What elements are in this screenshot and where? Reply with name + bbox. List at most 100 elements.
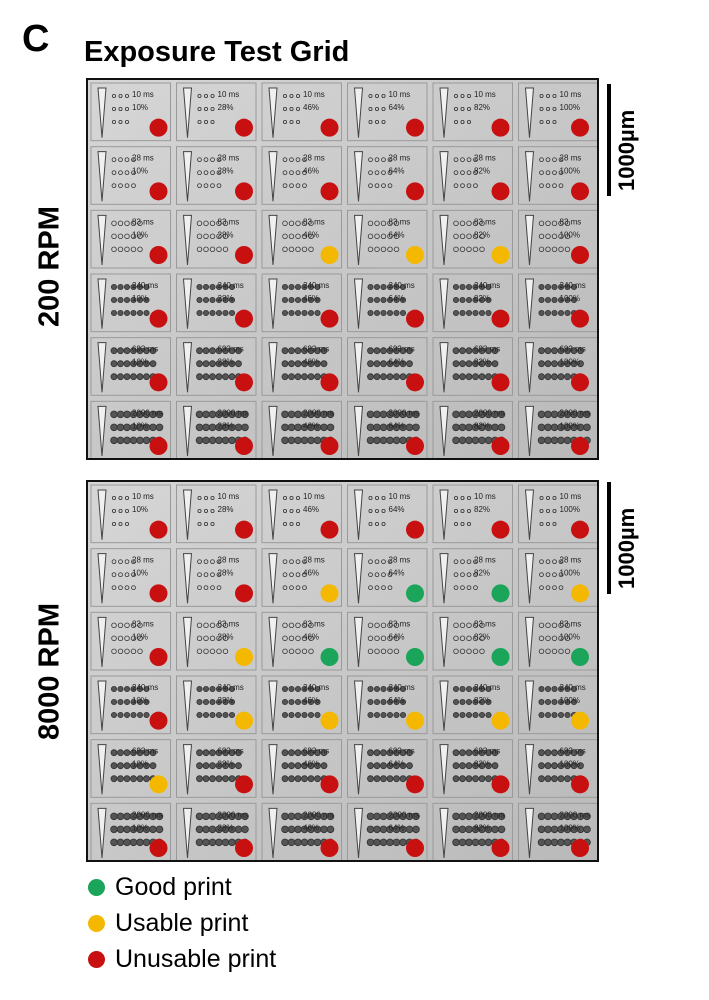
cell-intensity-label: 82% xyxy=(474,421,490,430)
rating-dot-unusable xyxy=(406,118,424,137)
cell-exposure-label: 2000 ms xyxy=(560,810,591,819)
rating-dot-unusable xyxy=(571,437,589,455)
grid-cell: 240 ms 28% xyxy=(176,675,257,735)
micrograph-200rpm-svg: 10 ms 10% 10 ms 28% 10 ms 46% 10 ms 64% 10 ms 82%… xyxy=(88,80,597,458)
cell-exposure-label: 83 ms xyxy=(303,619,325,628)
rating-dot-unusable xyxy=(149,246,168,264)
rating-dot-unusable xyxy=(406,182,424,201)
legend-label-unusable: Unusable print xyxy=(115,944,277,973)
cell-intensity-label: 64% xyxy=(389,421,405,430)
cell-intensity-label: 10% xyxy=(132,421,148,430)
cell-exposure-label: 28 ms xyxy=(560,556,582,565)
rating-dot-unusable xyxy=(406,437,424,455)
rating-dot-unusable xyxy=(149,711,168,730)
cell-intensity-label: 28% xyxy=(218,823,234,832)
rating-dot-usable xyxy=(235,648,253,666)
rating-dot-unusable xyxy=(571,839,589,857)
cell-exposure-label: 10 ms xyxy=(474,90,496,99)
cell-intensity-label: 100% xyxy=(560,696,580,705)
grid-cell: 28 ms 46% xyxy=(261,146,342,205)
cell-exposure-label: 83 ms xyxy=(132,217,154,226)
grid-cell: 28 ms 28% xyxy=(176,146,257,205)
cell-intensity-label: 100% xyxy=(560,421,580,430)
rating-dot-unusable xyxy=(406,775,424,794)
rating-dot-usable xyxy=(149,775,168,794)
grid-cell: 10 ms 82% xyxy=(432,82,513,142)
grid-cell: 28 ms 82% xyxy=(432,548,513,607)
rating-dot-usable xyxy=(320,246,339,264)
cell-exposure-label: 240 ms xyxy=(218,683,244,692)
cell-exposure-label: 10 ms xyxy=(303,492,325,501)
cell-exposure-label: 2000 ms xyxy=(389,408,420,417)
grid-cell: 28 ms 64% xyxy=(347,548,428,607)
scale-bar-8000rpm xyxy=(607,482,611,594)
cell-exposure-label: 83 ms xyxy=(560,619,582,628)
grid-cell: 2000 ms 64% xyxy=(347,400,428,458)
cell-intensity-label: 10% xyxy=(132,103,148,112)
rating-dot-unusable xyxy=(235,775,253,794)
cell-intensity-label: 28% xyxy=(218,632,234,641)
micrograph-panel-200rpm: 10 ms 10% 10 ms 28% 10 ms 46% 10 ms 64% 10 ms 82%… xyxy=(86,78,599,460)
rating-dot-unusable xyxy=(571,373,589,392)
cell-exposure-label: 83 ms xyxy=(474,217,496,226)
cell-intensity-label: 64% xyxy=(389,505,405,514)
rating-dot-unusable xyxy=(235,520,253,539)
cell-exposure-label: 10 ms xyxy=(474,492,496,501)
cell-intensity-label: 46% xyxy=(303,760,319,769)
cell-exposure-label: 240 ms xyxy=(132,683,158,692)
micrograph-8000rpm-svg: 10 ms 10% 10 ms 28% 10 ms 46% 10 ms 64% 10 ms 82%… xyxy=(88,482,597,860)
cell-exposure-label: 83 ms xyxy=(389,217,411,226)
rating-dot-unusable xyxy=(149,839,168,857)
grid-cell: 10 ms 46% xyxy=(261,484,342,544)
cell-exposure-label: 693 ms xyxy=(303,345,329,354)
grid-cell: 28 ms 10% xyxy=(90,548,171,607)
panel-letter: C xyxy=(22,18,50,60)
rating-dot-usable xyxy=(491,711,510,730)
grid-cell: 240 ms 82% xyxy=(432,675,513,735)
cell-intensity-label: 28% xyxy=(218,358,234,367)
cell-exposure-label: 28 ms xyxy=(389,556,411,565)
cell-intensity-label: 46% xyxy=(303,230,319,239)
rpm-label-200: 200 RPM xyxy=(33,206,66,327)
rating-dot-unusable xyxy=(235,182,253,201)
micrograph-panel-8000rpm: 10 ms 10% 10 ms 28% 10 ms 46% 10 ms 64% 10 ms 82%… xyxy=(86,480,599,862)
cell-exposure-label: 693 ms xyxy=(389,345,415,354)
rating-dot-unusable xyxy=(406,309,424,328)
cell-exposure-label: 240 ms xyxy=(560,683,586,692)
grid-cell: 2000 ms 10% xyxy=(90,400,171,458)
cell-exposure-label: 28 ms xyxy=(474,154,496,163)
cell-intensity-label: 28% xyxy=(218,103,234,112)
rating-dot-unusable xyxy=(320,839,339,857)
cell-intensity-label: 100% xyxy=(560,505,580,514)
cell-exposure-label: 240 ms xyxy=(303,281,329,290)
cell-exposure-label: 10 ms xyxy=(132,90,154,99)
grid-cell: 28 ms 10% xyxy=(90,146,171,205)
rating-dot-unusable xyxy=(320,182,339,201)
rating-dot-unusable xyxy=(320,437,339,455)
cell-exposure-label: 240 ms xyxy=(389,683,415,692)
cell-intensity-label: 82% xyxy=(474,823,490,832)
grid-cell: 240 ms 100% xyxy=(518,675,597,735)
grid-cell: 28 ms 46% xyxy=(261,548,342,607)
rating-dot-usable xyxy=(406,711,424,730)
cell-exposure-label: 2000 ms xyxy=(132,408,163,417)
rating-dot-unusable xyxy=(320,520,339,539)
grid-cell: 693 ms 10% xyxy=(90,337,171,396)
legend-item-good: Good print xyxy=(88,870,232,904)
rating-dot-unusable xyxy=(320,373,339,392)
rating-dot-usable xyxy=(235,711,253,730)
cell-intensity-label: 46% xyxy=(303,505,319,514)
grid-cell: 83 ms 100% xyxy=(518,209,597,269)
rating-dot-unusable xyxy=(320,118,339,137)
cell-exposure-label: 28 ms xyxy=(132,556,154,565)
rating-dot-usable xyxy=(491,246,510,264)
cell-intensity-label: 100% xyxy=(560,167,580,176)
cell-exposure-label: 2000 ms xyxy=(218,810,249,819)
cell-exposure-label: 28 ms xyxy=(474,556,496,565)
cell-intensity-label: 100% xyxy=(560,760,580,769)
cell-exposure-label: 693 ms xyxy=(303,747,329,756)
rating-dot-unusable xyxy=(571,182,589,201)
rating-dot-unusable xyxy=(491,839,510,857)
cell-intensity-label: 46% xyxy=(303,167,319,176)
grid-cell: 240 ms 10% xyxy=(90,675,171,735)
